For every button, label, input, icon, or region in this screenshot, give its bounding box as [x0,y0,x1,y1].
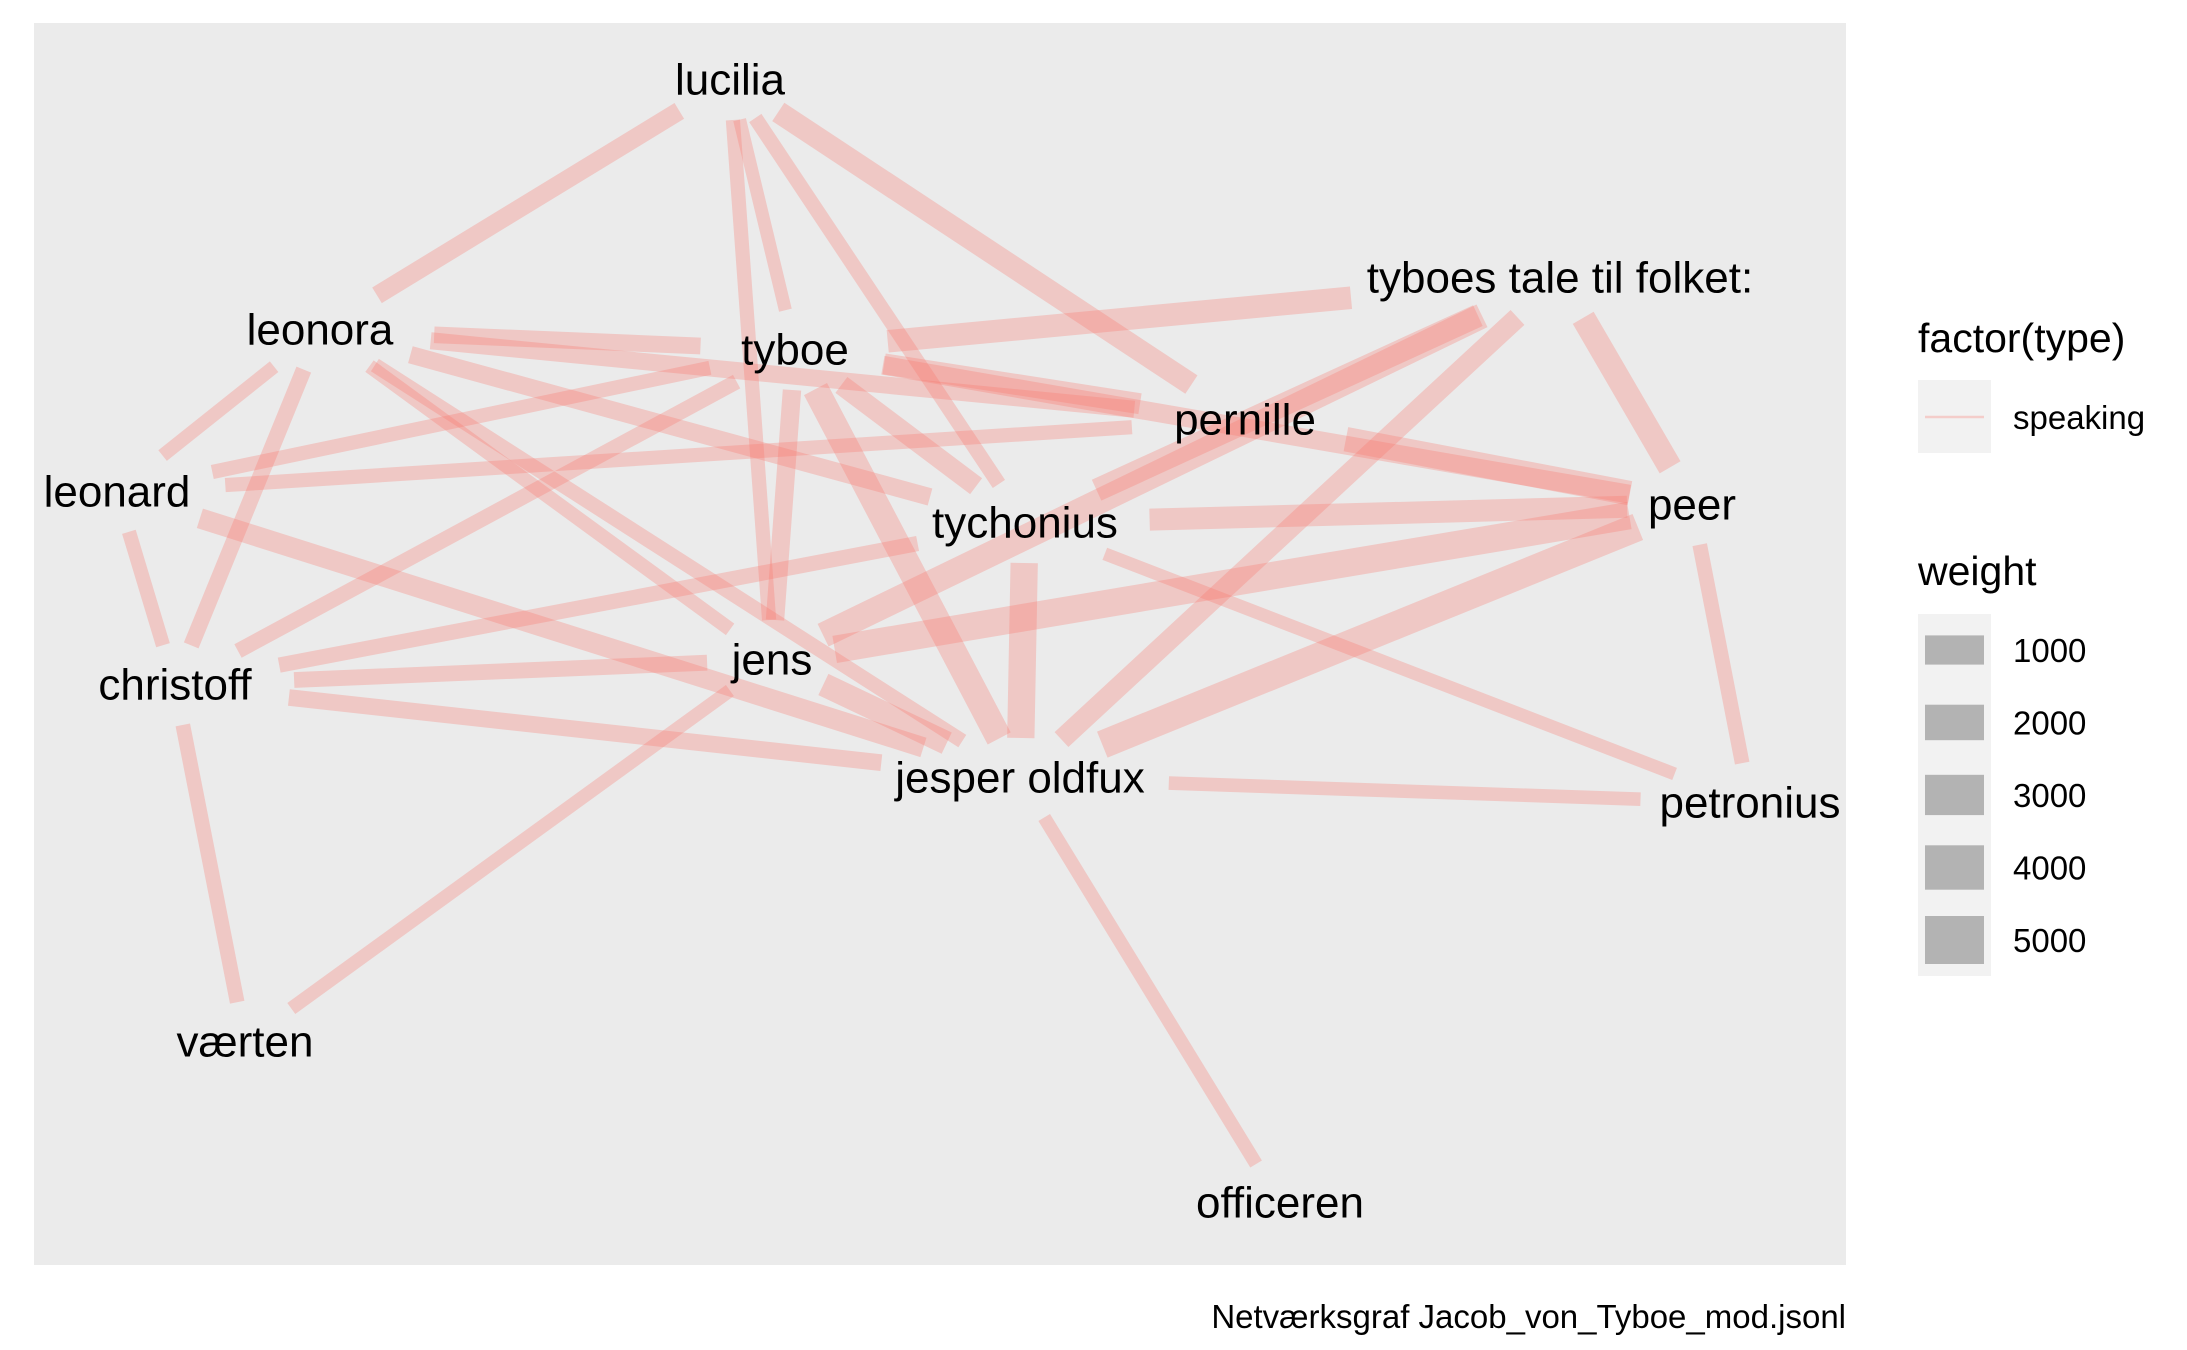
node-label-jesper: jesper oldfux [893,754,1144,803]
legend-weight-label-5000: 5000 [2013,922,2086,959]
legend-weight-label-3000: 3000 [2013,777,2086,814]
edge-layer [122,102,1750,1168]
legend-type-title: factor(type) [1918,315,2125,361]
edge-tychonius-jesper [1007,562,1038,739]
node-label-peer: peer [1648,481,1736,530]
edge-lucilia-jens [725,119,777,621]
edge-jesper-peer [1097,514,1644,758]
node-label-tychonius: tychonius [932,499,1118,548]
edge-lucilia-leonora [372,103,685,304]
legend: factor(type) speaking weight 1000 2000 300… [1917,315,2145,976]
edge-leonora-jens [365,360,735,636]
edge-tyboe-peer [881,355,1632,504]
legend-weight-keys: 1000 2000 3000 4000 5000 [1925,632,2086,964]
node-label-petronius: petronius [1659,779,1840,828]
legend-weight-key-4000 [1925,845,1984,890]
node-label-vaerten: værten [177,1018,314,1067]
legend-weight-key-1000 [1925,635,1984,665]
legend-weight-key-3000 [1925,774,1984,816]
edge-leonora-pernille [429,332,1136,418]
edge-jens-peer [832,502,1632,663]
chart-caption: Netværksgraf Jacob_von_Tyboe_mod.jsonl [1211,1298,1846,1335]
node-label-tyboes_tale: tyboes tale til folket: [1367,254,1753,303]
legend-weight-label-2000: 2000 [2013,705,2086,742]
edge-pernille-leonard [224,420,1133,493]
node-label-tyboe: tyboe [741,326,849,375]
edge-tyboe-tyboes_tale [886,286,1353,353]
edge-peer-petronius [1692,543,1750,765]
edge-tyboes_tale-jesper [1054,309,1525,748]
edge-lucilia-tyboe [733,118,792,312]
edge-lucilia-pernille [772,102,1198,394]
node-label-lucilia: lucilia [675,56,786,105]
edge-jesper-petronius [1168,776,1641,806]
edge-tyboes_tale-peer [1572,311,1681,474]
edge-leonora-tyboe [433,326,701,355]
legend-weight-key-2000 [1925,704,1984,741]
edge-christoff-jens [293,654,708,688]
edge-leonora-christoff [183,366,312,649]
node-label-pernille: pernille [1174,396,1316,445]
edge-leonard-christoff [122,529,170,648]
edge-tyboe-pernille [882,353,1142,415]
edge-tychonius-christoff [277,535,920,673]
legend-type-label: speaking [2013,399,2145,436]
edge-tyboe-tychonius [835,376,983,495]
edge-tyboes_tale-tychonius [1091,305,1483,501]
edge-leonora-tychonius [408,346,933,506]
edge-tychonius-petronius [1102,547,1677,780]
edge-jens-jesper [818,673,952,754]
legend-weight-key-5000 [1925,916,1984,964]
edge-leonora-leonard [158,361,279,461]
edge-tyboe-christoff [234,374,741,658]
node-label-leonard: leonard [44,468,191,517]
plot-panel [34,23,1846,1265]
node-label-jens: jens [730,636,813,685]
node-label-officeren: officeren [1196,1179,1364,1228]
legend-weight-label-4000: 4000 [2013,850,2086,887]
legend-weight-title: weight [1917,548,2037,594]
edge-christoff-vaerten [175,723,245,1004]
legend-weight-label-1000: 1000 [2013,632,2086,669]
edge-leonard-jesper [196,508,927,758]
node-label-leonora: leonora [247,306,394,355]
edge-leonora-jesper [370,358,967,748]
edge-christoff-jesper [287,689,883,771]
edge-tyboes_tale-jens [817,304,1488,647]
node-label-layer: lucilia leonora tyboe tyboes tale til folke… [44,56,1841,1228]
edge-jens-vaerten [287,684,734,1015]
edge-pernille-peer [1343,427,1633,506]
edge-tyboe-leonard [210,360,712,479]
legend-type-key-background [1918,380,1991,453]
edge-lucilia-tychonius [749,113,1006,488]
edge-tyboe-jesper [803,383,1011,745]
edge-tychonius-peer [1149,495,1628,531]
edge-tyboe-jens [765,389,802,621]
edge-jesper-officeren [1038,813,1262,1168]
node-label-christoff: christoff [98,661,252,710]
